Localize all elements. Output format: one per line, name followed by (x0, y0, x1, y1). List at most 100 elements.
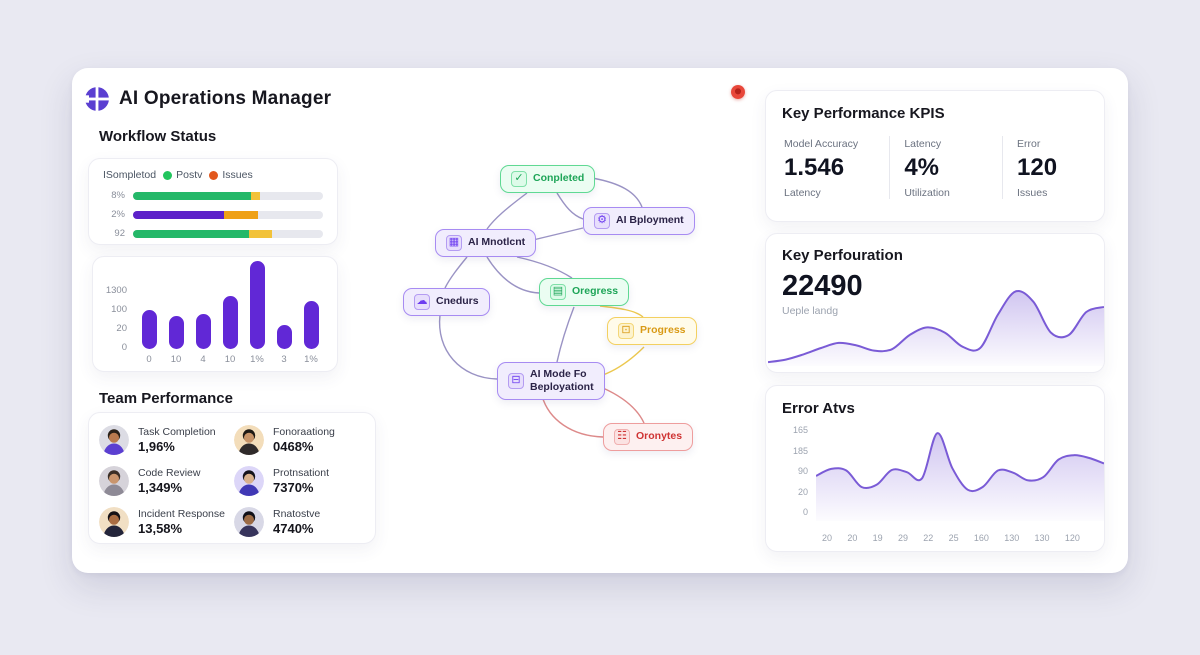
key-perfouration-card: Key Perfouration 22490 Ueple landg (765, 233, 1105, 373)
workflow-node-ai-bployment[interactable]: ⚙ AI Bployment (583, 207, 695, 235)
x-tick-label: 120 (1064, 533, 1080, 543)
member-metric-name: Task Completion (138, 426, 216, 438)
x-tick-label: 130 (1034, 533, 1050, 543)
x-tick-label: 19 (872, 533, 883, 543)
x-tick-label: 3 (281, 354, 287, 365)
error-atvs-card: Error Atvs 165 185 90 20 0 20 20 19 29 22 25 160 13… (765, 385, 1105, 552)
x-tick-label: 10 (170, 354, 182, 365)
workflow-node-progress[interactable]: ⊡ Progress (607, 317, 697, 345)
completed-icon: ✓ (511, 171, 527, 187)
edge-ai-mode-to-oronytes (541, 395, 604, 438)
workflow-node-oronytes[interactable]: ☷ Oronytes (603, 423, 694, 451)
kpi-label: Model Accuracy (784, 138, 859, 150)
app-header: AI Operations Manager (84, 86, 331, 112)
cnedurs-icon: ☁ (414, 294, 430, 310)
member-metric-value: 1,349% (138, 480, 183, 495)
kpi-row: Model Accuracy 1.546 Latency Latency 4% U… (782, 136, 1088, 199)
y-tick-label: 90 (797, 466, 808, 476)
edge-completed-to-ai-bployment (556, 192, 584, 220)
app-logo-icon (84, 86, 110, 112)
team-member-row: Incident Response 13,58% (99, 507, 230, 537)
kpi-label: Latency (904, 138, 942, 150)
workflow-bar-row: 92 (103, 228, 323, 239)
volume-bar (222, 296, 238, 349)
node-label: Oregress (572, 285, 619, 298)
volume-chart-y-axis: 1300 100 20 0 (101, 269, 129, 353)
edge-oregress-to-ai-mode (556, 306, 575, 363)
workflow-progress-bars: 8% 2% 92 (103, 190, 323, 239)
ai-mode-icon: ⊟ (508, 373, 524, 390)
legend-label: Issues (222, 169, 253, 181)
volume-bar (168, 316, 184, 349)
legend-dot (209, 170, 219, 180)
x-tick-label: 130 (1004, 533, 1020, 543)
legend-label: Postv (176, 169, 203, 181)
member-metric-value: 0468% (273, 439, 314, 454)
bar-track (133, 191, 323, 200)
kpi-item: Error 120 Issues (1002, 136, 1088, 199)
workflow-volume-chart-card: 1300 100 20 0 0 10 4 10 1% 3 1% (92, 256, 338, 372)
bar-row-label: 2% (111, 209, 125, 220)
member-metric-value: 1,96% (138, 439, 175, 454)
edge-completed-to-ai-mnotlcnt (486, 192, 528, 230)
ai-bployment-icon: ⚙ (594, 213, 610, 229)
member-metric-name: Incident Response (138, 508, 225, 520)
node-label: AI Mode Fo Beployationt (530, 368, 594, 394)
legend-item: ISompletod (103, 169, 156, 181)
bar-row-label: 92 (114, 228, 125, 239)
workflow-status-heading: Workflow Status (99, 128, 217, 145)
node-label: Oronytes (636, 430, 683, 443)
avatar (234, 507, 264, 537)
volume-chart-bars (135, 261, 325, 349)
x-tick-label: 160 (973, 533, 989, 543)
workflow-node-ai-mode[interactable]: ⊟ AI Mode Fo Beployationt (497, 362, 605, 401)
avatar (234, 425, 264, 455)
error-card-title: Error Atvs (782, 400, 855, 417)
workflow-diagram-edges (438, 177, 645, 438)
team-member-row: Protnsationt 7370% (234, 466, 365, 496)
error-chart-x-axis: 20 20 19 29 22 25 160 130 130 120 (816, 533, 1086, 543)
team-member-row: Task Completion 1,96% (99, 425, 230, 455)
y-tick-label: 20 (116, 323, 127, 334)
perf-card-title: Key Perfouration (782, 247, 903, 264)
node-label: AI Bployment (616, 214, 684, 227)
kpi-sublabel: Issues (1017, 187, 1048, 199)
member-metric-name: Rnatostve (273, 508, 321, 520)
member-metric-value: 13,58% (138, 521, 183, 536)
kpi-sublabel: Latency (784, 187, 821, 199)
edge-ai-mnotlcnt-to-ai-bployment (532, 227, 584, 241)
ai-mnotlcnt-icon: ▦ (446, 235, 462, 251)
workflow-node-ai-mnotlcnt[interactable]: ▦ AI Mnotlcnt (435, 229, 537, 257)
x-tick-label: 25 (948, 533, 959, 543)
edge-ai-mnotlcnt-to-oregress (486, 256, 540, 294)
perf-trend-chart (767, 276, 1104, 366)
team-member-row: Code Review 1,349% (99, 466, 230, 496)
avatar (234, 466, 264, 496)
workflow-node-completed[interactable]: ✓ Conpleted (500, 165, 596, 193)
kpi-item: Model Accuracy 1.546 Latency (782, 136, 889, 199)
bar-segment (224, 210, 259, 219)
error-trend-chart (815, 425, 1105, 521)
bar-track (133, 210, 323, 219)
edge-oregress-to-progress (599, 305, 644, 318)
kpi-value: 120 (1017, 154, 1058, 181)
bar-segment (250, 191, 261, 200)
x-tick-label: 0 (146, 354, 152, 365)
workflow-node-cnedurs[interactable]: ☁ Cnedurs (403, 288, 490, 316)
volume-bar (195, 314, 211, 349)
y-tick-label: 20 (797, 486, 808, 497)
y-tick-label: 165 (792, 425, 808, 435)
team-member-row: Fonoraationg 0468% (234, 425, 365, 455)
x-tick-label: 1% (304, 354, 318, 365)
workflow-bar-row: 2% (103, 209, 323, 220)
y-tick-label: 0 (802, 507, 808, 517)
legend-item: Issues (209, 169, 253, 181)
oronytes-icon: ☷ (614, 429, 630, 445)
workflow-legend: ISompletod Postv Issues (103, 169, 323, 181)
workflow-status-card: ISompletod Postv Issues 8% 2% 92 (88, 158, 338, 245)
team-member-row: Rnatostve 4740% (234, 507, 365, 537)
bar-segment (248, 229, 272, 238)
workflow-node-oregress[interactable]: ▤ Oregress (539, 278, 630, 306)
bar-segment (133, 229, 249, 238)
x-tick-label: 4 (200, 354, 206, 365)
